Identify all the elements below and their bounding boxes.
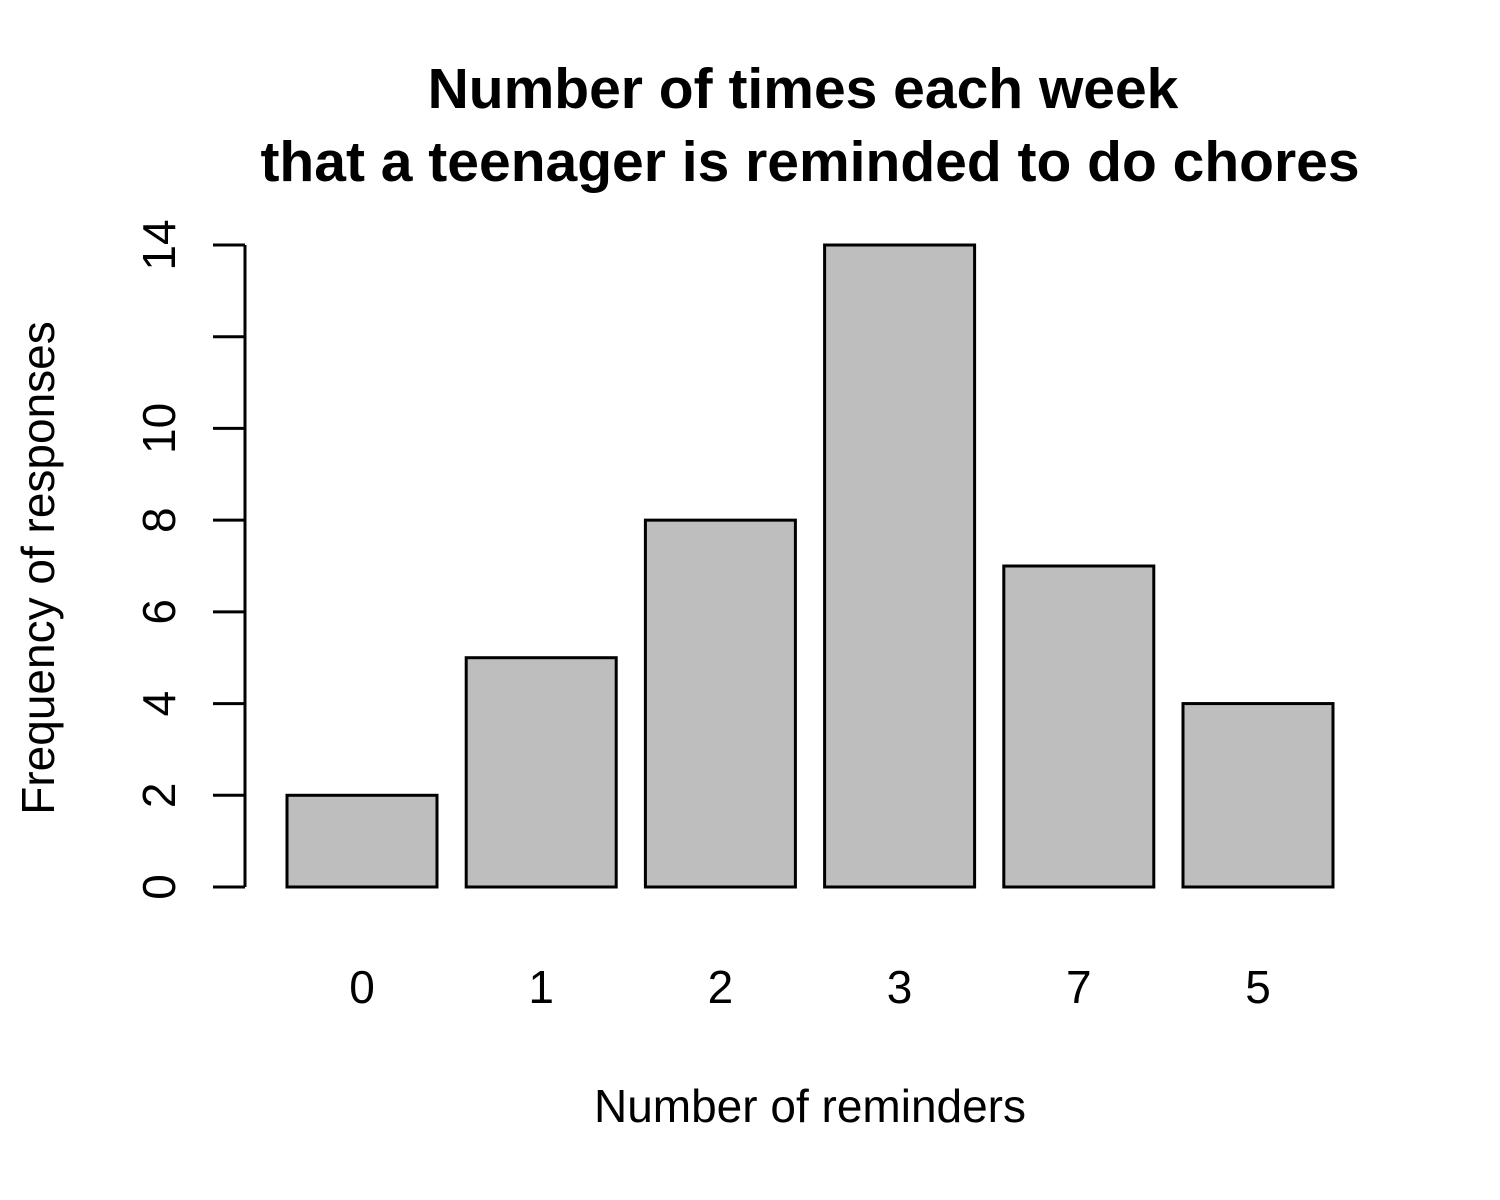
bar-1 — [464, 656, 618, 889]
y-tick-label: 6 — [133, 599, 185, 625]
bar-5 — [1181, 702, 1335, 889]
y-tick-label: 0 — [133, 874, 185, 900]
y-tick-label: 8 — [133, 507, 185, 533]
x-tick-label: 5 — [1245, 961, 1271, 1013]
y-tick-label: 2 — [133, 782, 185, 808]
chart-title-line-1: Number of times each week — [428, 57, 1179, 121]
x-tick-label: 1 — [528, 961, 554, 1013]
y-tick-label: 10 — [133, 403, 185, 454]
x-axis-tick-labels: 0 1 2 3 7 5 — [349, 961, 1271, 1013]
x-tick-label: 2 — [708, 961, 734, 1013]
bar-3 — [823, 243, 977, 889]
bar-2 — [643, 518, 797, 889]
y-tick-label: 4 — [133, 691, 185, 717]
x-axis-label: Number of reminders — [594, 1080, 1026, 1132]
y-axis: 0 2 4 6 8 10 14 — [133, 219, 247, 900]
bar-0 — [285, 793, 439, 889]
y-axis-label: Frequency of responses — [12, 321, 64, 815]
bar-7 — [1002, 564, 1156, 889]
x-tick-label: 7 — [1066, 961, 1092, 1013]
bars — [285, 243, 1335, 889]
x-tick-label: 3 — [887, 961, 913, 1013]
x-tick-label: 0 — [349, 961, 375, 1013]
chart-title-line-2: that a teenager is reminded to do chores — [260, 130, 1359, 194]
y-tick-label: 14 — [133, 219, 185, 270]
